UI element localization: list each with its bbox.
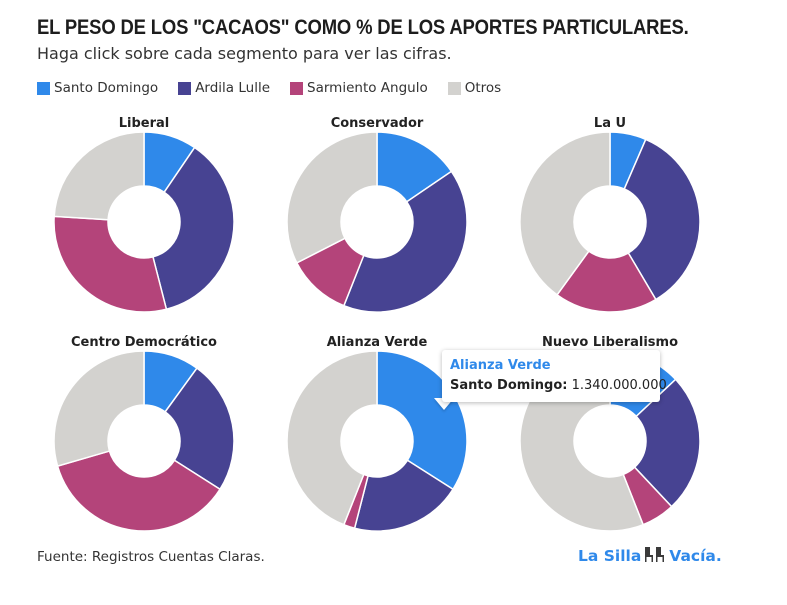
donut-slice-alianza-verde-ardila-lulle[interactable]	[353, 459, 455, 532]
legend-item-santo-domingo[interactable]: Santo Domingo	[37, 80, 158, 96]
legend-swatch	[178, 81, 192, 95]
donut-title-conservador: Conservador	[331, 116, 424, 131]
logo-text-right: Vacía.	[669, 547, 722, 565]
donut-slice-liberal-otros[interactable]	[53, 131, 145, 221]
legend-label: Otros	[464, 80, 502, 96]
donut-slice-centro-democratico-ardila-lulle[interactable]	[164, 367, 235, 491]
chart-subtitle: Haga click sobre cada segmento para ver …	[37, 44, 452, 63]
logo-text-left: La Silla	[578, 547, 642, 565]
tooltip-title: Alianza Verde	[450, 358, 551, 373]
donut-slice-centro-democratico-sarmiento-angulo[interactable]	[56, 450, 222, 532]
la-silla-vacia-logo[interactable]: La Silla Vacía.	[578, 545, 722, 567]
tooltip-label: Santo Domingo	[450, 378, 563, 393]
donut-slice-nuevo-liberalismo-ardila-lulle[interactable]	[633, 378, 701, 508]
chairs-icon	[644, 545, 666, 567]
donut-title-liberal: Liberal	[119, 116, 170, 131]
legend-item-ardila-lulle[interactable]: Ardila Lulle	[178, 80, 270, 96]
legend-item-sarmiento-angulo[interactable]: Sarmiento Angulo	[290, 80, 428, 96]
tooltip-line: Santo Domingo: 1.340.000.000	[450, 378, 667, 393]
source-note: Fuente: Registros Cuentas Claras.	[37, 549, 265, 565]
legend-swatch	[290, 81, 304, 95]
tooltip-value: 1.340.000.000	[571, 378, 667, 393]
donut-slice-la-u-sarmiento-angulo[interactable]	[556, 250, 657, 313]
donut-slice-la-u-otros[interactable]	[519, 131, 611, 296]
donut-title-centro-democratico: Centro Democrático	[71, 335, 217, 350]
donut-title-la-u: La U	[594, 116, 626, 131]
legend-label: Sarmiento Angulo	[307, 80, 428, 96]
donut-slice-alianza-verde-otros[interactable]	[286, 350, 378, 526]
legend-label: Santo Domingo	[54, 80, 159, 96]
donut-slice-conservador-ardila-lulle[interactable]	[342, 170, 468, 313]
donut-title-alianza-verde: Alianza Verde	[327, 335, 428, 350]
legend-swatch	[37, 81, 50, 95]
donut-slice-liberal-sarmiento-angulo[interactable]	[53, 215, 168, 313]
donut-title-nuevo-liberalismo: Nuevo Liberalismo	[542, 335, 678, 350]
legend-item-otros[interactable]: Otros	[447, 80, 502, 96]
donut-slice-conservador-otros[interactable]	[286, 131, 378, 264]
legend: Santo Domingo Ardila Lulle Sarmiento Ang…	[37, 80, 521, 96]
tooltip: Alianza Verde Santo Domingo: 1.340.000.0…	[442, 350, 667, 402]
chart-title: EL PESO DE LOS "CACAOS" COMO % DE LOS AP…	[37, 16, 689, 39]
donut-slice-liberal-ardila-lulle[interactable]	[152, 146, 235, 311]
donut-slice-la-u-ardila-lulle[interactable]	[623, 138, 701, 301]
donut-slice-centro-democratico-otros[interactable]	[53, 350, 145, 468]
legend-label: Ardila Lulle	[195, 80, 271, 96]
legend-swatch	[447, 81, 461, 95]
